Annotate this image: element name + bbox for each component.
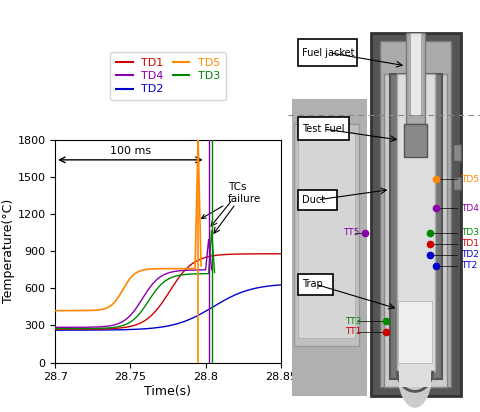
Text: Trap: Trap — [302, 279, 323, 289]
Text: TCs
failure: TCs failure — [202, 183, 262, 218]
Bar — [398, 301, 432, 363]
Text: TT2: TT2 — [461, 261, 478, 270]
Bar — [298, 132, 355, 338]
Text: 100 ms: 100 ms — [110, 146, 151, 156]
Bar — [410, 33, 421, 115]
Bar — [404, 124, 427, 157]
Legend: TD1, TD4, TD2, TD5, TD3: TD1, TD4, TD2, TD5, TD3 — [110, 52, 226, 100]
Wedge shape — [397, 371, 432, 408]
Bar — [371, 33, 461, 396]
Bar — [453, 177, 461, 190]
Text: TT1: TT1 — [345, 327, 361, 336]
Y-axis label: Temperature(°C): Temperature(°C) — [1, 199, 14, 304]
Text: Fuel jacket: Fuel jacket — [302, 47, 354, 58]
FancyBboxPatch shape — [298, 190, 337, 210]
Bar — [453, 144, 461, 161]
Bar — [406, 33, 425, 124]
Bar — [381, 41, 451, 387]
Bar — [384, 74, 447, 387]
Text: Test Fuel: Test Fuel — [302, 124, 344, 134]
FancyBboxPatch shape — [298, 117, 349, 140]
X-axis label: Time(s): Time(s) — [144, 385, 192, 398]
FancyBboxPatch shape — [298, 274, 333, 295]
Text: TT5: TT5 — [343, 228, 360, 237]
Text: TD1: TD1 — [461, 239, 479, 248]
Text: TD5: TD5 — [461, 175, 479, 184]
FancyBboxPatch shape — [298, 39, 357, 66]
Text: Duct: Duct — [302, 195, 325, 205]
Text: TD2: TD2 — [461, 250, 479, 259]
Bar — [294, 124, 359, 346]
Text: TD4: TD4 — [461, 204, 479, 213]
Bar — [292, 99, 367, 396]
Bar — [397, 74, 434, 371]
Bar — [399, 363, 431, 387]
Text: TD3: TD3 — [461, 228, 479, 237]
Text: TT3: TT3 — [345, 317, 361, 326]
Bar — [390, 74, 442, 379]
